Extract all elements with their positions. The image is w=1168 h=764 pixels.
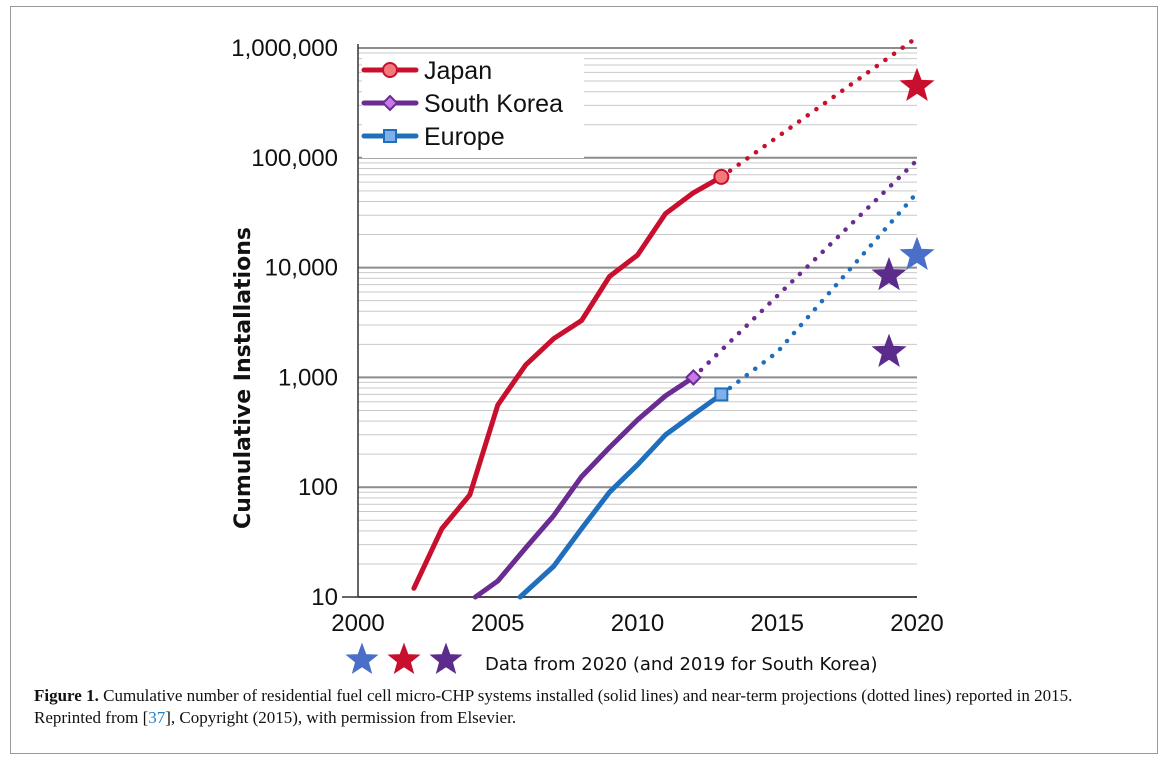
- data-star-marker: [899, 236, 935, 270]
- series-lines: [411, 35, 920, 600]
- x-tick-label: 2000: [331, 610, 384, 637]
- y-tick-label: 1,000: [278, 364, 338, 391]
- y-tick-label: 10,000: [265, 255, 338, 282]
- legend-item: South Korea: [361, 90, 563, 118]
- legend-marker: [382, 62, 398, 78]
- legend-item: Japan: [361, 57, 492, 85]
- legend-label: South Korea: [424, 90, 563, 118]
- projection-dotted-line: [719, 35, 920, 180]
- end-marker: [684, 368, 702, 386]
- y-axis-label: Cumulative Installations: [231, 227, 256, 529]
- legend-star-icon: [345, 642, 379, 675]
- data-star-marker: [871, 256, 907, 291]
- solid-line: [411, 174, 724, 591]
- caption-text: Cumulative number of residential fuel ce…: [34, 686, 1073, 727]
- legend-star-icon: [429, 642, 463, 675]
- x-tick-label: 2010: [611, 610, 664, 637]
- projection-dotted-line: [691, 157, 920, 380]
- legend-item: Europe: [361, 123, 505, 151]
- annotation-note: Data from 2020 (and 2019 for South Korea…: [345, 642, 878, 675]
- data-star-marker: [899, 67, 935, 101]
- end-marker: [713, 168, 730, 185]
- series-japan: [411, 35, 920, 591]
- y-tick-label: 10: [311, 584, 338, 611]
- solid-line: [472, 374, 696, 600]
- legend-marker: [383, 129, 397, 143]
- figure-caption: Figure 1. Cumulative number of residenti…: [34, 685, 1134, 729]
- x-tick-label: 2020: [890, 610, 943, 637]
- series-south-korea: [472, 157, 920, 600]
- projection-dotted-line: [719, 190, 920, 397]
- caption-label: Figure 1.: [34, 686, 99, 705]
- legend: Japan South Korea Europe: [361, 57, 563, 151]
- axes: 10 100 1,000 10,000 100,000 1,000,000 2000 2005…: [231, 35, 943, 637]
- legend-label: Japan: [424, 57, 492, 85]
- y-tick-label: 100: [298, 474, 338, 501]
- caption-text-end: ], Copyright (2015), with permission fro…: [165, 708, 517, 727]
- legend-label: Europe: [424, 123, 505, 151]
- series-europe: [517, 190, 920, 600]
- star-markers: [871, 67, 935, 367]
- annotation-text: Data from 2020 (and 2019 for South Korea…: [485, 654, 878, 675]
- legend-marker: [381, 94, 399, 112]
- end-marker: [714, 387, 729, 402]
- caption-reference-link[interactable]: 37: [148, 708, 166, 727]
- y-tick-label: 100,000: [251, 145, 338, 172]
- x-tick-label: 2015: [751, 610, 804, 637]
- x-tick-label: 2005: [471, 610, 524, 637]
- y-tick-label: 1,000,000: [231, 35, 338, 62]
- cumulative-installations-chart: 10 100 1,000 10,000 100,000 1,000,000 2000 2005…: [231, 35, 944, 675]
- legend-star-icon: [387, 642, 421, 675]
- solid-line: [517, 391, 724, 600]
- data-star-marker: [871, 333, 907, 367]
